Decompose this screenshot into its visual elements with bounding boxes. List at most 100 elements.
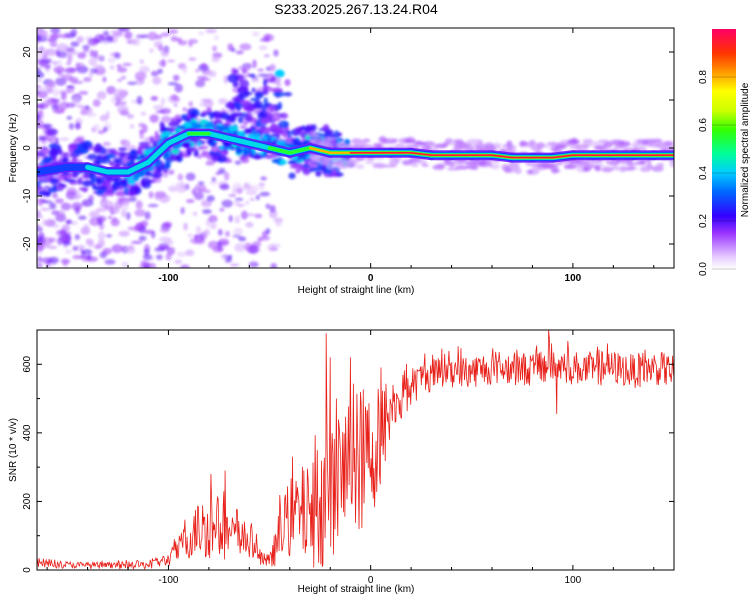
spectrogram-noise-cell (116, 78, 123, 83)
spectrogram-noise-cell (157, 68, 163, 74)
spectrogram-noise-cell (52, 88, 60, 97)
colorbar-tick-label: 0.4 (698, 166, 709, 180)
spectrogram-cell (96, 185, 107, 190)
spectrogram-noise-cell (206, 195, 215, 202)
spectrogram-noise-cell (153, 40, 163, 49)
spectrogram-noise-cell (108, 215, 113, 220)
spectrogram-cell (262, 89, 269, 96)
spectrogram-halo-cell (535, 166, 545, 172)
spectrogram-cell (229, 103, 236, 112)
spectrogram-noise-cell (260, 176, 267, 181)
spectrogram-cell (129, 187, 135, 196)
snr-series-line (37, 330, 674, 570)
spectrogram-noise-cell (50, 28, 61, 34)
spectrogram-noise-cell (172, 74, 180, 82)
spectrogram-cell (211, 154, 220, 162)
spectrogram-noise-cell (219, 207, 225, 212)
spectrogram-noise-cell (60, 258, 71, 265)
spectrogram-noise-cell (122, 62, 132, 67)
spectrogram-halo-cell (415, 141, 426, 146)
colorbar-tick-label: 0.0 (698, 262, 709, 276)
spectrogram-hotspot (274, 69, 285, 78)
spectrogram-noise-cell (276, 82, 282, 87)
spectrogram-cell (316, 166, 323, 170)
spectrogram-noise-cell (37, 199, 44, 206)
spectrogram-cell (287, 133, 292, 138)
spectrogram-cell (68, 171, 73, 180)
spectrogram-ridge-segment (288, 146, 312, 155)
spectrogram-noise-cell (37, 105, 43, 109)
spectrogram-noise-cell (264, 78, 276, 83)
spectrogram-halo-cell (449, 161, 456, 168)
spectrogram-noise-cell (208, 215, 218, 224)
spectrogram-noise-cell (152, 76, 162, 85)
spectrogram-cell (96, 177, 101, 186)
spectrogram-noise-cell (183, 222, 188, 231)
spectrogram-cell (168, 121, 180, 127)
spectrogram-noise-cell (174, 259, 183, 265)
spectrogram-noise-cell (173, 103, 178, 107)
spectrogram-x-tick-label: 100 (565, 273, 582, 284)
spectrogram-noise-cell (185, 249, 195, 257)
spectrogram-noise-cell (148, 191, 154, 199)
spectrogram-halo-cell (618, 165, 627, 173)
spectrogram-noise-cell (127, 226, 138, 231)
spectrogram-cell (82, 180, 93, 187)
spectrogram-noise-cell (128, 196, 137, 202)
spectrogram-halo-cell (567, 139, 575, 144)
spectrogram-noise-cell (144, 211, 151, 220)
spectrogram-cell (251, 151, 257, 155)
spectrogram-halo-cell (306, 132, 317, 137)
spectrogram-cell (51, 146, 56, 154)
snr-plot-area (37, 330, 674, 570)
spectrogram-noise-cell (153, 104, 164, 110)
spectrogram-cell (49, 177, 59, 184)
spectrogram-noise-cell (37, 119, 45, 128)
spectrogram-cell (231, 96, 242, 103)
spectrogram-cell (76, 177, 83, 185)
spectrogram-noise-cell (182, 107, 188, 112)
spectrogram-halo-cell (465, 160, 479, 166)
spectrogram-x-label: Height of straight line (km) (298, 285, 415, 296)
spectrogram-cell (209, 150, 214, 156)
spectrogram-ridge-segment (226, 135, 252, 146)
spectrogram-noise-cell (81, 200, 90, 207)
spectrogram-noise-cell (88, 70, 94, 79)
spectrogram-cell (82, 143, 89, 150)
spectrogram-noise-cell (89, 210, 100, 219)
spectrogram-cell (113, 157, 120, 164)
spectrogram-cell (132, 174, 142, 179)
spectrogram-halo-cell (656, 162, 665, 168)
spectrogram-noise-cell (232, 186, 237, 195)
spectrogram-cell (249, 73, 256, 78)
spectrogram-halo-cell (326, 136, 336, 141)
spectrogram-cell (63, 177, 69, 182)
spectrogram-noise-cell (143, 248, 150, 256)
spectrogram-noise-cell (61, 224, 70, 232)
spectrogram-noise-cell (97, 239, 105, 248)
spectrogram-halo-cell (334, 143, 342, 148)
spectrogram-noise-cell (74, 234, 81, 241)
spectrogram-noise-cell (147, 31, 158, 41)
spectrogram-ridge-segment (37, 163, 71, 176)
spectrogram-noise-cell (232, 182, 242, 188)
spectrogram-y-label: Frequency (Hz) (8, 114, 19, 183)
spectrogram-noise-cell (45, 83, 51, 91)
spectrogram-halo-cell (669, 162, 674, 168)
snr-panel: -100 0 100 0 200 400 600 Height of straight l… (8, 329, 675, 595)
spectrogram-noise-cell (97, 130, 106, 135)
spectrogram-cell (170, 148, 179, 154)
spectrogram-noise-cell (195, 225, 202, 234)
spectrogram-halo-cell (542, 162, 557, 168)
spectrogram-cell (245, 112, 253, 122)
spectrogram-noise-cell (116, 197, 129, 201)
spectrogram-cell (211, 111, 224, 119)
spectrogram-noise-cell (107, 57, 116, 63)
spectrogram-noise-cell (192, 211, 198, 217)
colorbar-tick-label: 0.8 (698, 70, 709, 84)
spectrogram-cell (206, 107, 212, 113)
spectrogram-noise-cell (136, 95, 143, 105)
spectrogram-noise-cell (77, 244, 86, 249)
snr-y-label: SNR (10 * v/v) (8, 418, 19, 482)
spectrogram-noise-cell (220, 253, 229, 260)
